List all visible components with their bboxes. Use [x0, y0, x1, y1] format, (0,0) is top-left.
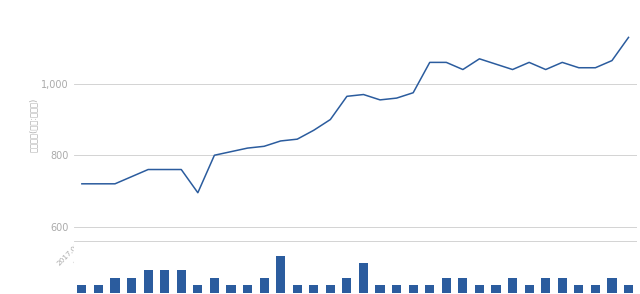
Text: 2018.01: 2018.01 — [255, 241, 281, 266]
Bar — [210, 278, 219, 293]
Text: 2019.05: 2019.05 — [520, 241, 546, 266]
Bar — [607, 278, 616, 293]
Bar — [492, 285, 500, 293]
Text: 2018.10: 2018.10 — [404, 241, 429, 266]
Text: 2018.11: 2018.11 — [421, 241, 446, 266]
Text: 2018.03: 2018.03 — [289, 241, 314, 266]
Bar — [111, 278, 120, 293]
Bar — [624, 285, 633, 293]
Bar — [292, 285, 302, 293]
Text: 2017.10: 2017.10 — [205, 241, 231, 266]
Text: 2017.02: 2017.02 — [73, 241, 99, 266]
Text: 2017.01: 2017.01 — [56, 241, 82, 266]
Text: 2017.05: 2017.05 — [123, 241, 148, 266]
Text: 2017.06: 2017.06 — [140, 241, 164, 266]
Text: 2019.02: 2019.02 — [470, 241, 496, 266]
Bar — [309, 285, 318, 293]
Text: 2019.06: 2019.06 — [537, 241, 563, 266]
Bar — [591, 285, 600, 293]
Bar — [94, 285, 103, 293]
Bar — [160, 270, 169, 293]
Text: 2017.04: 2017.04 — [106, 241, 132, 266]
Bar — [276, 256, 285, 293]
Text: 2018.12: 2018.12 — [437, 241, 463, 266]
Text: 2019.07: 2019.07 — [554, 241, 579, 266]
Text: 2019.10: 2019.10 — [603, 241, 628, 266]
Bar — [508, 278, 517, 293]
Bar — [227, 285, 236, 293]
Bar — [143, 270, 153, 293]
Text: 2018.04: 2018.04 — [305, 241, 330, 266]
Text: 2017.11: 2017.11 — [222, 241, 248, 266]
Text: 2019.01: 2019.01 — [454, 241, 479, 266]
Text: 2019.09: 2019.09 — [586, 241, 612, 266]
Bar — [326, 285, 335, 293]
Bar — [342, 278, 351, 293]
Text: 2018.05: 2018.05 — [321, 241, 347, 266]
Text: 2017.12: 2017.12 — [239, 241, 264, 266]
Text: 2018.06: 2018.06 — [338, 241, 364, 266]
Y-axis label: 거래금액(단위:백만원): 거래금액(단위:백만원) — [29, 98, 38, 152]
Bar — [425, 285, 435, 293]
Bar — [359, 263, 368, 293]
Bar — [193, 285, 202, 293]
Text: 2017.09: 2017.09 — [189, 241, 214, 266]
Text: 2018.09: 2018.09 — [388, 241, 413, 266]
Bar — [408, 285, 418, 293]
Bar — [392, 285, 401, 293]
Text: 2018.07: 2018.07 — [355, 241, 380, 266]
Text: 2017.07: 2017.07 — [156, 241, 181, 266]
Text: 2019.03: 2019.03 — [487, 241, 513, 266]
Bar — [458, 278, 467, 293]
Bar — [243, 285, 252, 293]
Text: 2017.03: 2017.03 — [90, 241, 115, 266]
Bar — [442, 278, 451, 293]
Bar — [475, 285, 484, 293]
Text: 2018.02: 2018.02 — [272, 241, 297, 266]
Bar — [574, 285, 584, 293]
Bar — [525, 285, 534, 293]
Text: 2018.08: 2018.08 — [371, 241, 397, 266]
Bar — [77, 285, 86, 293]
Text: 2017.08: 2017.08 — [172, 241, 198, 266]
Bar — [376, 285, 385, 293]
Bar — [260, 278, 269, 293]
Bar — [127, 278, 136, 293]
Text: 2019.04: 2019.04 — [504, 241, 529, 266]
Text: 2019.08: 2019.08 — [570, 241, 595, 266]
Bar — [557, 278, 567, 293]
Bar — [177, 270, 186, 293]
Bar — [541, 278, 550, 293]
